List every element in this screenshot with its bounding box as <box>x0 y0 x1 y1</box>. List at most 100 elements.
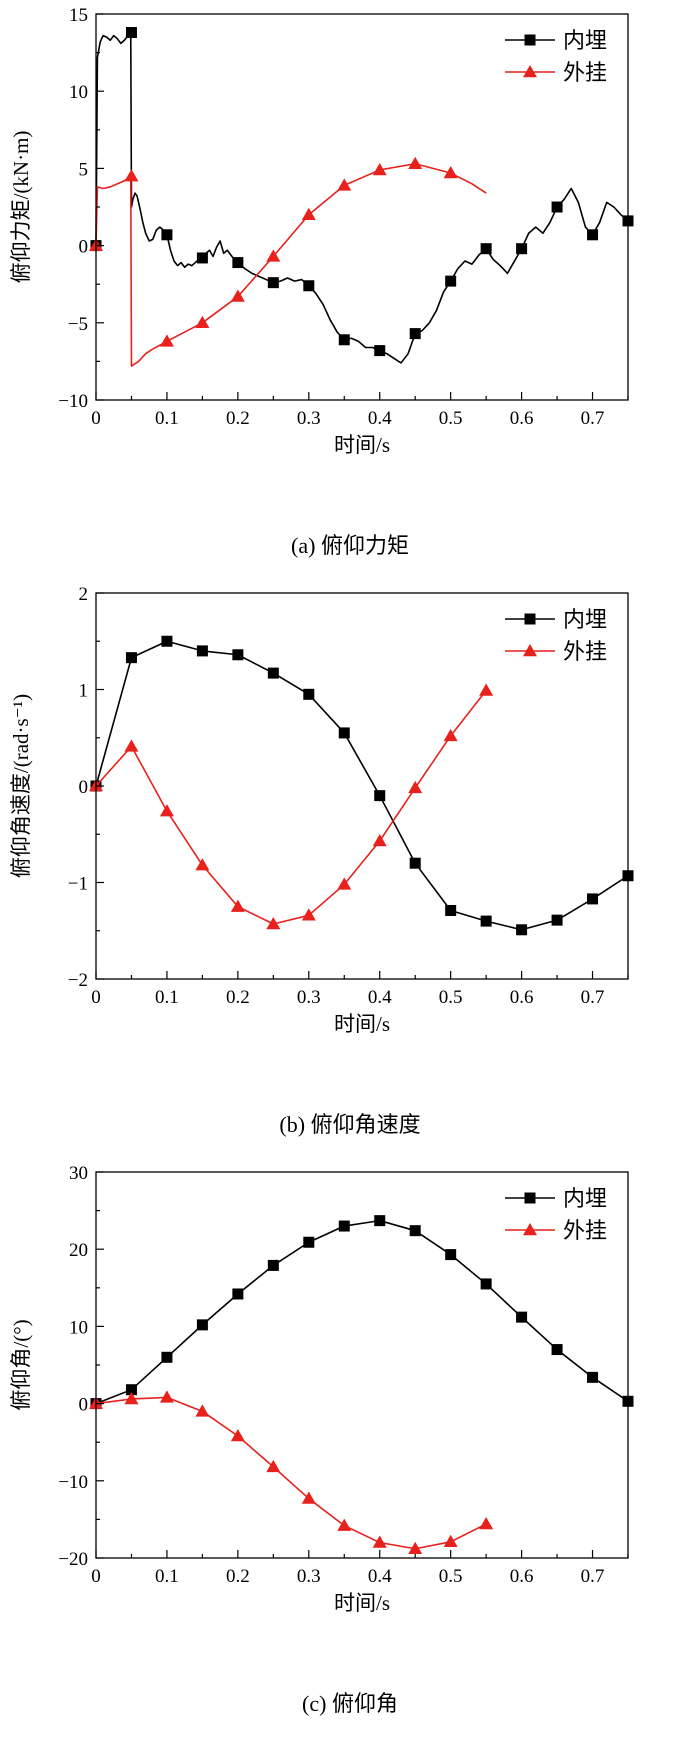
data-point-triangle <box>408 156 423 170</box>
x-tick-label: 0.2 <box>226 987 250 1008</box>
data-point-square <box>267 1259 279 1271</box>
data-point-square <box>551 914 563 926</box>
data-point-triangle <box>124 739 139 752</box>
data-point-square <box>409 857 421 869</box>
data-point-square <box>303 280 315 292</box>
legend-label: 外挂 <box>563 639 607 664</box>
x-tick-label: 0.5 <box>439 408 463 429</box>
data-point-square <box>338 334 350 346</box>
data-point-square <box>161 229 173 241</box>
x-axis-label: 时间/s <box>334 433 390 457</box>
legend-label: 内埋 <box>563 28 607 53</box>
data-point-square <box>125 652 137 664</box>
x-tick-label: 0.2 <box>226 1566 250 1587</box>
y-tick-label: 15 <box>69 5 88 26</box>
y-tick-label: 10 <box>69 1317 88 1338</box>
data-point-triangle <box>337 1518 352 1531</box>
x-tick-label: 0.7 <box>581 408 605 429</box>
data-point-triangle <box>159 1390 174 1403</box>
x-tick-label: 0.7 <box>581 1566 605 1587</box>
data-point-square <box>587 1371 599 1383</box>
data-point-square <box>232 257 244 269</box>
data-point-triangle <box>159 804 174 817</box>
y-tick-label: −10 <box>58 391 88 412</box>
data-point-square <box>524 613 536 625</box>
data-point-square <box>125 1384 137 1396</box>
y-axis-label: 俯仰角速度/(rad·s⁻¹) <box>9 694 33 878</box>
data-point-triangle <box>523 644 537 657</box>
x-tick-label: 0 <box>91 987 101 1008</box>
series-line <box>95 31 629 364</box>
data-point-square <box>480 243 492 255</box>
x-tick-label: 0.6 <box>510 408 534 429</box>
y-tick-label: −2 <box>68 970 88 991</box>
data-point-triangle <box>159 334 174 347</box>
data-point-square <box>196 1319 208 1331</box>
y-tick-label: −1 <box>68 874 88 895</box>
data-point-triangle <box>337 178 352 191</box>
y-tick-label: 0 <box>79 777 89 798</box>
legend-item: 内埋 <box>505 28 607 53</box>
chart-caption: (b) 俯仰角速度 <box>279 1112 421 1137</box>
data-point-triangle <box>124 169 139 182</box>
x-tick-label: 0.1 <box>155 408 179 429</box>
series-group <box>90 635 634 936</box>
x-tick-label: 0.4 <box>368 987 392 1008</box>
x-axis-label: 时间/s <box>334 1591 390 1615</box>
y-tick-label: −20 <box>58 1549 88 1570</box>
data-point-triangle <box>301 1491 316 1504</box>
x-tick-label: 0.1 <box>155 987 179 1008</box>
x-tick-label: 0.5 <box>439 1566 463 1587</box>
chart-caption: (a) 俯仰力矩 <box>291 533 409 558</box>
series-group <box>89 156 487 367</box>
data-point-square <box>587 893 599 905</box>
x-tick-label: 0 <box>91 1566 101 1587</box>
data-point-triangle <box>408 1541 423 1554</box>
data-point-triangle <box>443 166 458 179</box>
x-tick-label: 0.7 <box>581 987 605 1008</box>
data-point-triangle <box>479 1517 494 1530</box>
series-group <box>89 1390 494 1554</box>
y-axis-label: 俯仰角/(°) <box>9 1319 33 1410</box>
data-point-square <box>338 727 350 739</box>
x-tick-label: 0.6 <box>510 1566 534 1587</box>
data-point-triangle <box>408 780 423 794</box>
data-point-triangle <box>479 683 494 696</box>
data-point-square <box>232 649 244 661</box>
data-point-triangle <box>443 1534 458 1548</box>
series-line <box>95 689 487 925</box>
data-point-square <box>445 275 457 287</box>
data-point-triangle <box>230 1429 245 1442</box>
y-tick-label: 10 <box>69 82 88 103</box>
data-point-triangle <box>372 834 387 847</box>
chart-panel-c: 0 0.1 0.2 0.3 0.4 0.5 0.6 0.7 −20 −10 0 10 20 30 时间/s 俯… <box>0 1158 700 1737</box>
data-point-square <box>409 328 421 340</box>
y-tick-label: 5 <box>79 159 89 180</box>
data-point-square <box>303 1236 315 1248</box>
data-point-triangle <box>337 877 352 890</box>
data-point-triangle <box>195 315 210 329</box>
data-point-triangle <box>266 916 281 930</box>
data-point-triangle <box>230 289 245 302</box>
legend-item: 内埋 <box>505 607 607 632</box>
data-point-triangle <box>266 249 281 262</box>
data-point-square <box>480 915 492 927</box>
data-point-square <box>303 688 315 700</box>
data-point-square <box>267 667 279 679</box>
y-tick-label: −10 <box>58 1472 88 1493</box>
data-point-square <box>267 277 279 289</box>
y-tick-label: 0 <box>79 237 89 258</box>
legend-label: 外挂 <box>563 1218 607 1243</box>
x-tick-label: 0.6 <box>510 987 534 1008</box>
x-tick-label: 0.3 <box>297 408 321 429</box>
y-tick-label: 30 <box>69 1163 88 1184</box>
data-point-square <box>524 1192 536 1204</box>
legend-label: 内埋 <box>563 607 607 632</box>
data-point-square <box>551 1344 563 1356</box>
data-point-square <box>551 201 563 213</box>
data-point-square <box>196 645 208 657</box>
chart-panel-b: 0 0.1 0.2 0.3 0.4 0.5 0.6 0.7 −2 −1 0 1 2 时间/s 俯仰角速度/(… <box>0 579 700 1158</box>
data-point-square <box>409 1225 421 1237</box>
data-point-square <box>374 790 386 802</box>
data-point-square <box>374 1215 386 1227</box>
